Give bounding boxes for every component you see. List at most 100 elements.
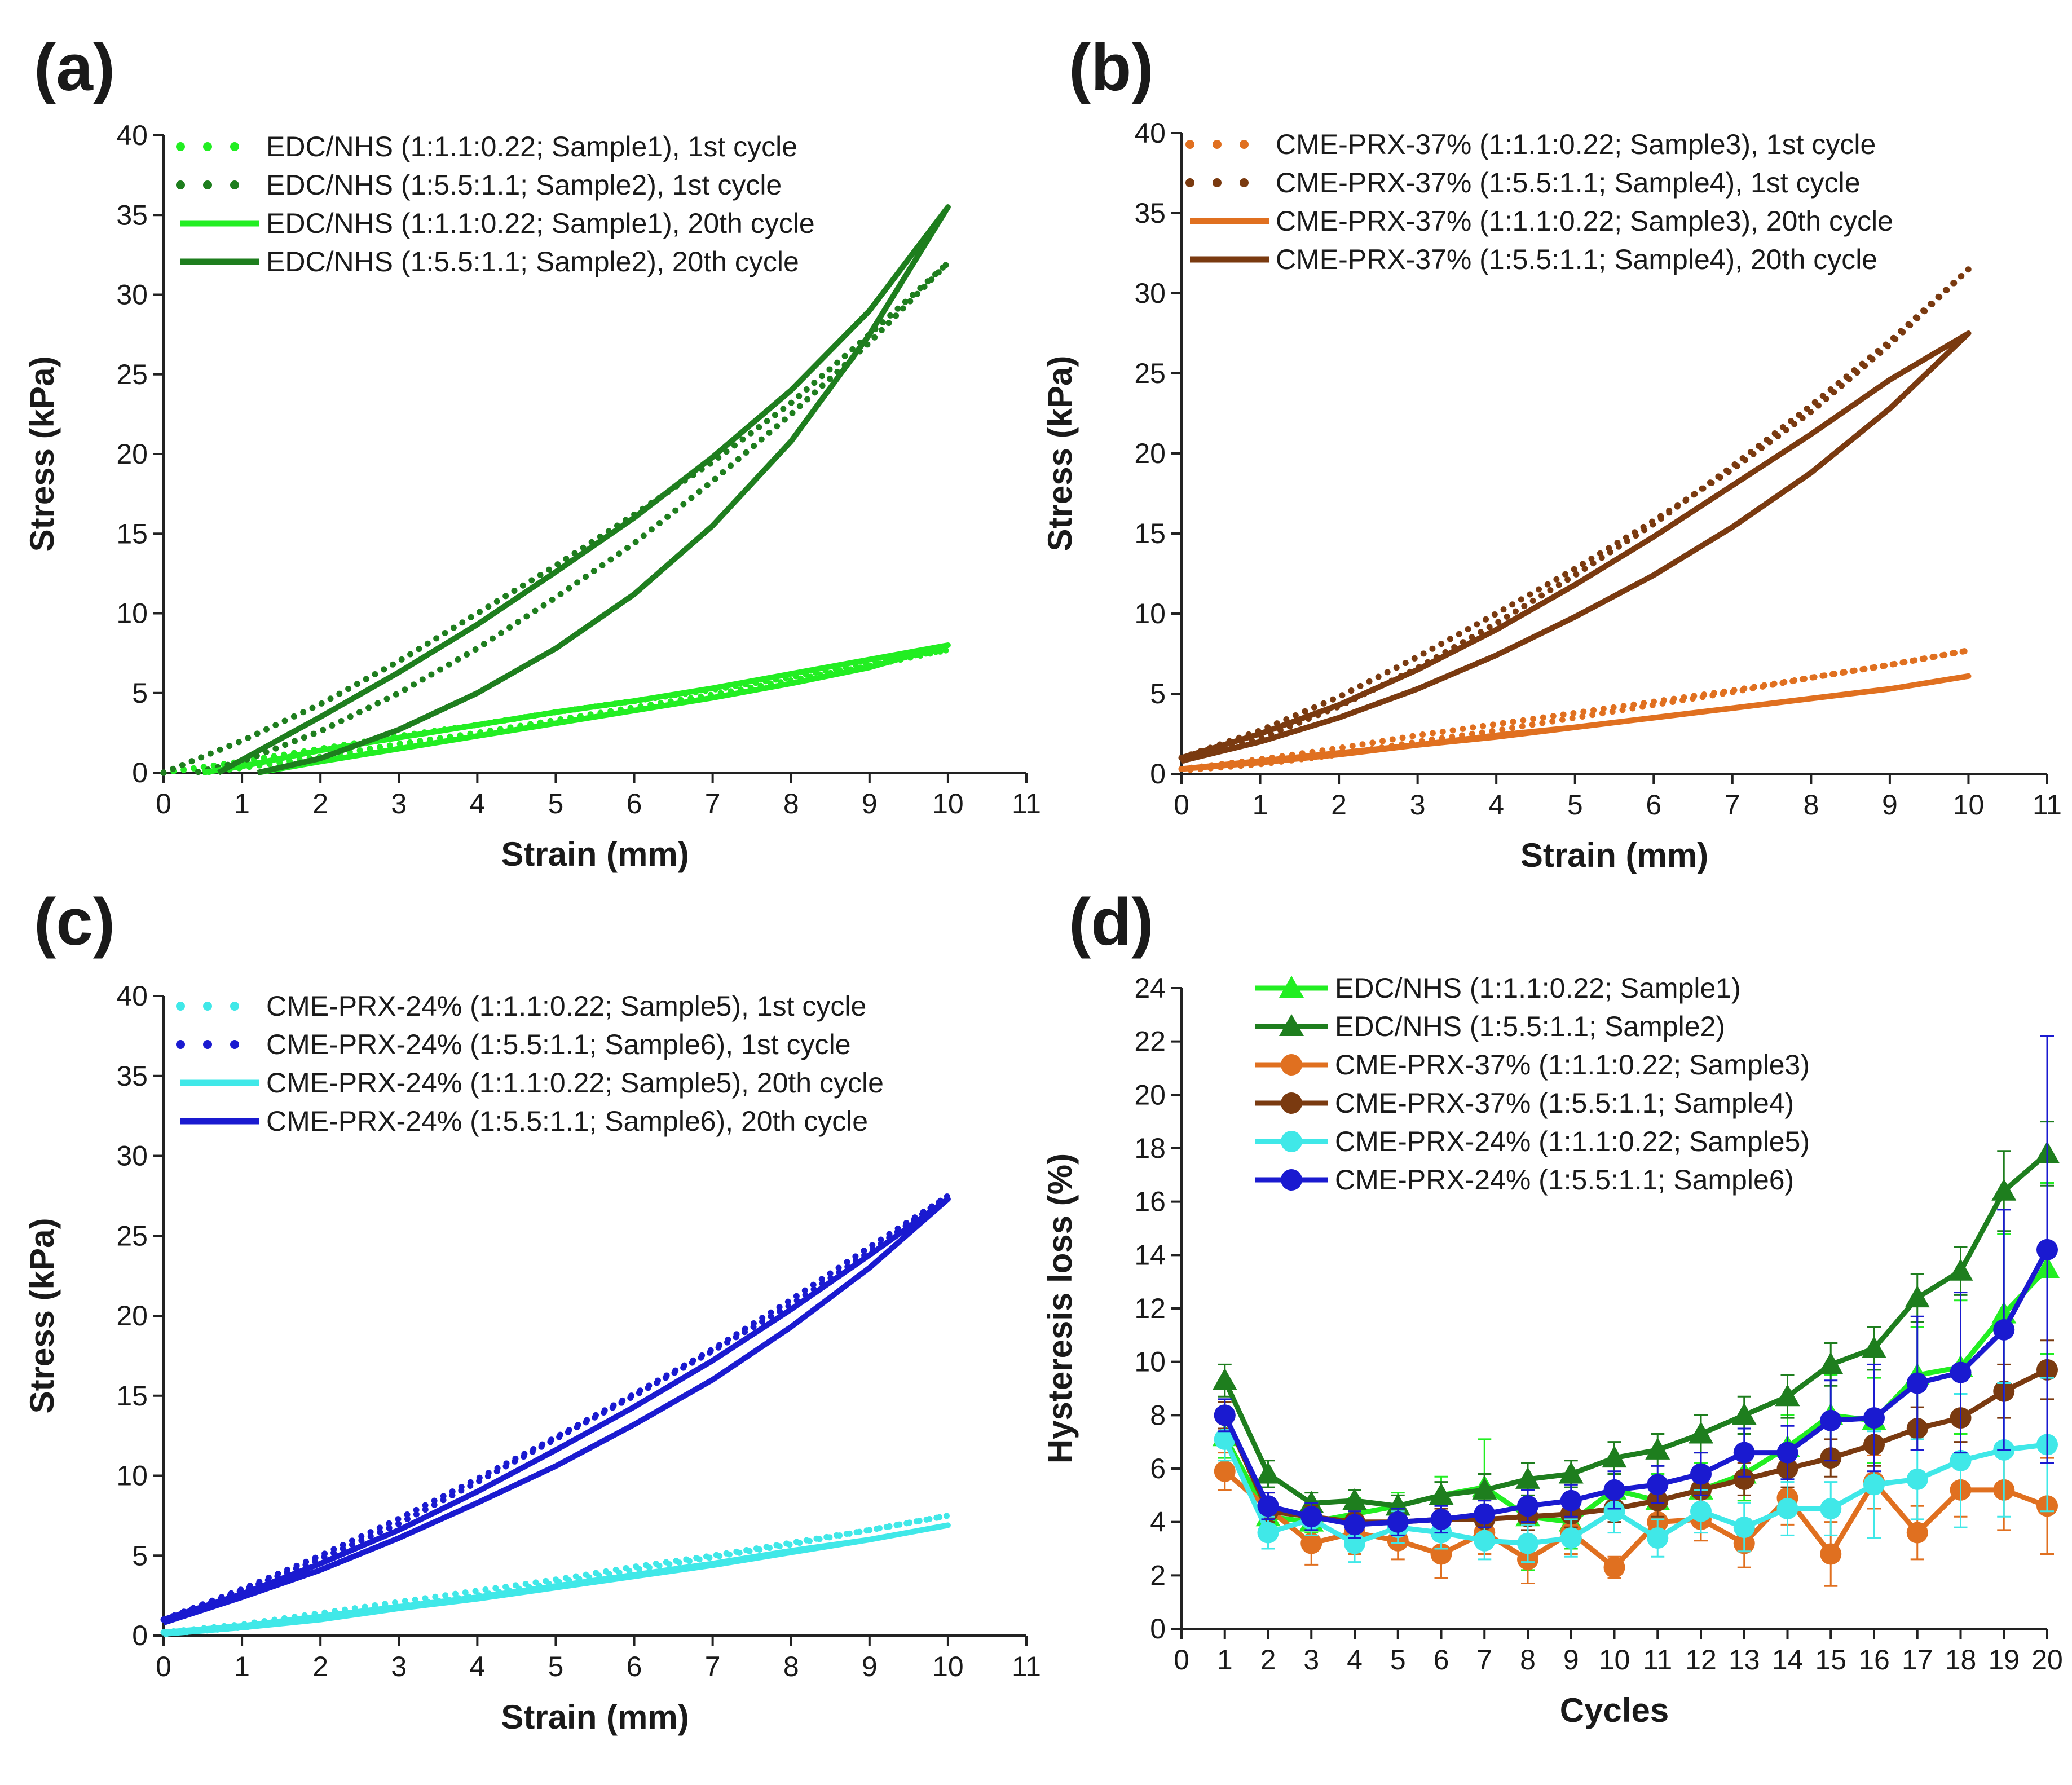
legend-label: CME-PRX-37% (1:5.5:1.1; Sample4) (1335, 1087, 1794, 1119)
x-tick-label: 0 (1174, 789, 1189, 821)
series-line (160, 259, 951, 776)
x-axis-title: Strain (mm) (501, 835, 689, 873)
data-point (1300, 1506, 1322, 1528)
x-tick-label: 3 (1410, 789, 1426, 821)
x-tick-label: 9 (1563, 1644, 1579, 1676)
x-tick-label: 9 (862, 1651, 878, 1682)
series-line (163, 1522, 951, 1637)
y-tick-label: 16 (1134, 1186, 1166, 1218)
y-tick-label: 15 (1134, 518, 1166, 549)
data-point (1818, 1352, 1844, 1374)
panel-c: (c) 0 1 2 3 4 5 6 7 8 9 10 11 0 5 10 15 20 25 30 35 40 Strain … (23, 885, 1041, 1736)
x-tick-label: 14 (1772, 1644, 1804, 1676)
series-line (160, 1192, 951, 1623)
legend-swatch-marker (1279, 976, 1304, 998)
legend-label: CME-PRX-24% (1:5.5:1.1; Sample6) (1335, 1164, 1794, 1196)
y-tick-label: 20 (116, 438, 148, 470)
data-point (1603, 1500, 1625, 1522)
data-point (1647, 1474, 1669, 1496)
x-tick-label: 6 (1434, 1644, 1449, 1676)
data-point (1690, 1463, 1712, 1485)
series-line (202, 642, 951, 775)
legend-swatch-marker (1281, 1169, 1302, 1191)
x-tick-label: 5 (548, 788, 564, 819)
y-tick-label: 8 (1150, 1399, 1166, 1431)
y-tick-label: 40 (116, 120, 148, 151)
data-point (1733, 1442, 1755, 1464)
y-tick-label: 5 (1150, 678, 1166, 709)
series-2 (160, 1192, 951, 1623)
data-point (1342, 1488, 1367, 1510)
data-point (1474, 1503, 1496, 1525)
y-tick-label: 5 (132, 1540, 148, 1571)
x-tick-label: 8 (783, 788, 799, 819)
data-point (1385, 1493, 1410, 1516)
y-tick-label: 4 (1150, 1506, 1166, 1538)
x-tick-label: 10 (932, 788, 964, 819)
y-tick-label: 15 (116, 518, 148, 549)
data-point (1820, 1498, 1842, 1519)
data-point (1690, 1500, 1712, 1522)
data-point (1776, 1442, 1798, 1464)
y-tick-label: 20 (116, 1300, 148, 1332)
x-tick-label: 20 (2031, 1644, 2063, 1676)
data-point (1647, 1527, 1669, 1549)
series-4 (217, 204, 951, 775)
y-tick-label: 30 (116, 279, 148, 311)
x-tick-label: 9 (1882, 789, 1898, 821)
x-tick-label: 10 (1599, 1644, 1630, 1676)
x-tick-label: 2 (1331, 789, 1347, 821)
data-point (1257, 1495, 1279, 1517)
y-axis-title: Hysteresis loss (%) (1041, 1153, 1079, 1464)
series-2 (1178, 266, 1972, 764)
x-axis-title: Strain (mm) (501, 1698, 689, 1736)
series-4 (162, 1196, 951, 1626)
y-tick-label: 0 (132, 1620, 148, 1651)
x-axis-title: Strain (mm) (1520, 836, 1708, 874)
series-5 (1214, 1377, 2058, 1563)
x-tick-label: 10 (932, 1651, 964, 1682)
x-tick-label: 16 (1858, 1644, 1890, 1676)
x-tick-label: 2 (1260, 1644, 1276, 1676)
y-tick-label: 30 (116, 1140, 148, 1172)
legend-swatch-marker (1279, 1014, 1304, 1036)
data-point (1733, 1468, 1755, 1490)
series-6 (1214, 1035, 2058, 1539)
x-tick-label: 8 (1520, 1644, 1536, 1676)
y-tick-label: 10 (116, 1460, 148, 1492)
y-tick-label: 35 (116, 1060, 148, 1092)
x-tick-label: 11 (2033, 789, 2062, 821)
legend-label: EDC/NHS (1:1.1:0.22; Sample1), 20th cycl… (266, 208, 815, 239)
x-tick-label: 0 (156, 788, 171, 819)
y-tick-label: 24 (1134, 972, 1166, 1004)
data-point (1863, 1407, 1885, 1429)
y-tick-label: 25 (116, 359, 148, 390)
series-line (1178, 266, 1972, 764)
series-2 (160, 259, 951, 776)
y-tick-label: 25 (116, 1220, 148, 1251)
series-1 (1212, 1182, 2060, 1571)
legend-label: EDC/NHS (1:5.5:1.1; Sample2) (1335, 1011, 1725, 1042)
series-4 (1180, 330, 1972, 764)
legend-label: CME-PRX-24% (1:5.5:1.1; Sample6), 20th c… (266, 1105, 868, 1137)
y-tick-label: 18 (1134, 1132, 1166, 1164)
x-tick-label: 2 (312, 788, 328, 819)
series-line (160, 1512, 951, 1637)
x-tick-label: 11 (1012, 1651, 1041, 1682)
x-tick-label: 5 (548, 1651, 564, 1682)
y-tick-label: 10 (1134, 1346, 1166, 1378)
y-tick-label: 6 (1150, 1453, 1166, 1484)
x-tick-label: 1 (1217, 1644, 1233, 1676)
data-point (1472, 1477, 1497, 1500)
y-tick-label: 5 (132, 677, 148, 709)
y-tick-label: 22 (1134, 1026, 1166, 1057)
data-point (1733, 1517, 1755, 1539)
x-tick-label: 1 (234, 788, 250, 819)
panel-b: (b) 0 1 2 3 4 5 6 7 8 9 10 11 0 5 10 15 20 25 30 35 40 Strain … (1041, 30, 2062, 874)
y-tick-label: 0 (1150, 1613, 1166, 1645)
legend-label: CME-PRX-24% (1:1.1:0.22; Sample5), 20th … (266, 1067, 884, 1099)
y-tick-label: 30 (1134, 277, 1166, 309)
x-tick-label: 10 (1953, 789, 1985, 821)
data-point (1517, 1495, 1538, 1517)
legend-label: CME-PRX-37% (1:1.1:0.22; Sample3) (1335, 1049, 1810, 1081)
